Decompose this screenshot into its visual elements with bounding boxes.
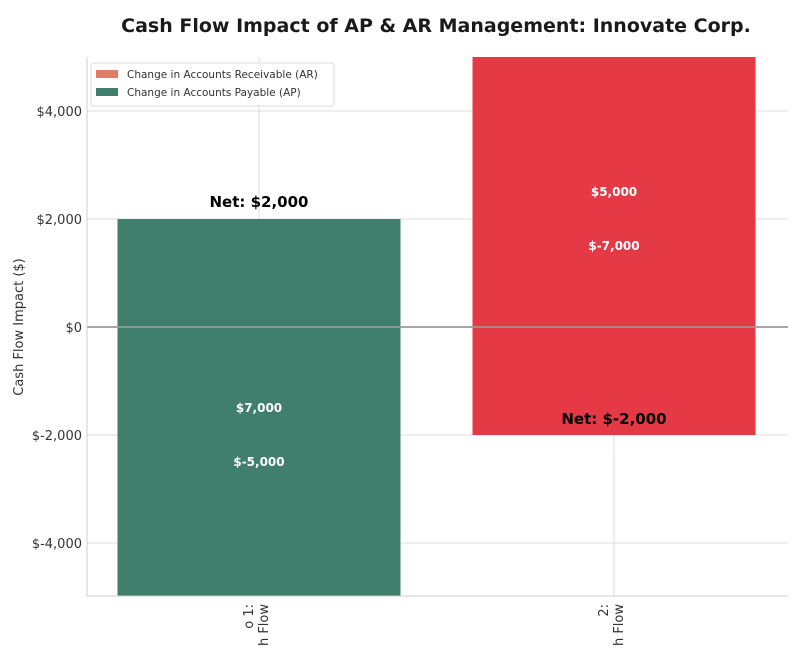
y-tick-label: $2,000 — [37, 213, 83, 228]
net-value-label: Net: $2,000 — [209, 193, 308, 211]
legend-swatch — [96, 70, 118, 78]
y-tick-label: $0 — [65, 321, 82, 336]
bar-scenario-2 — [472, 57, 756, 435]
x-tick-label-line: 2: — [597, 604, 612, 617]
y-axis-label: Cash Flow Impact ($) — [12, 258, 27, 396]
x-tick-label-line: o 1: — [242, 604, 257, 629]
x-tick-label-line: h Flow — [257, 604, 272, 646]
y-tick-label: $4,000 — [37, 105, 83, 120]
ap-value-label: $-5,000 — [233, 455, 284, 469]
ap-value-label: $-7,000 — [588, 239, 639, 253]
bar-scenario-1 — [117, 219, 401, 596]
ar-value-label: $5,000 — [591, 185, 637, 199]
y-tick-label: $-4,000 — [32, 537, 82, 552]
legend-label: Change in Accounts Receivable (AR) — [127, 69, 318, 81]
legend-swatch — [96, 88, 118, 96]
chart-title: Cash Flow Impact of AP & AR Management: … — [121, 15, 751, 37]
legend-label: Change in Accounts Payable (AP) — [127, 87, 301, 99]
x-tick-label-line: h Flow — [612, 604, 627, 646]
x-tick-label: 2:h Flow — [597, 604, 627, 646]
y-tick-label: $-2,000 — [32, 429, 82, 444]
legend-box — [90, 62, 335, 107]
net-value-label: Net: $-2,000 — [561, 410, 666, 428]
x-tick-label: o 1:h Flow — [242, 604, 272, 646]
legend: Change in Accounts Receivable (AR) Change… — [90, 62, 335, 107]
ar-value-label: $7,000 — [236, 401, 282, 415]
